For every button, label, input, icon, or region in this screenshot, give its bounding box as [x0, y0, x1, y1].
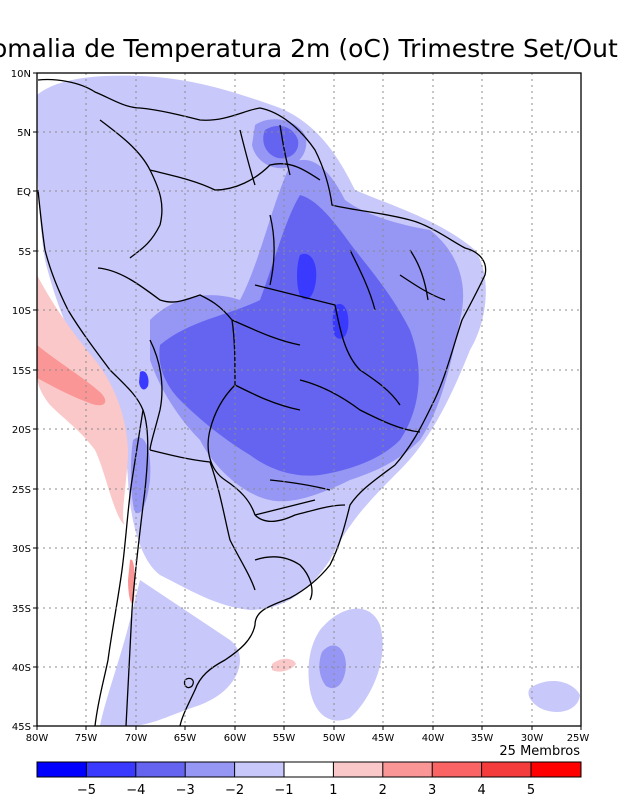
lon-label-35w: 35W	[471, 733, 494, 744]
colorbar-swatch-10	[481, 762, 531, 777]
south-america-west-coast	[37, 189, 144, 726]
colorbar-label-3: −3	[176, 783, 195, 798]
anomaly-region-plus1-south	[272, 658, 296, 672]
falkland-coast	[183, 677, 194, 689]
border-uruguay	[254, 556, 313, 601]
colorbar-swatch-8	[382, 762, 433, 777]
anomaly-region-minus4	[297, 253, 317, 300]
anomaly-region-minus1-east	[528, 680, 580, 712]
lon-label-70w: 70W	[125, 733, 148, 744]
colorbar-label-5: −1	[274, 783, 293, 798]
colorbar-swatch-6	[284, 762, 334, 777]
lon-label-75w: 75W	[75, 733, 98, 744]
colorbar-swatch-2	[86, 762, 136, 777]
lat-label-eq: EQ	[17, 187, 31, 198]
border-brazil-south	[254, 504, 346, 523]
longitude-labels: 80W 75W 70W 65W 60W 55W 50W 45W 40W 35W …	[26, 733, 590, 744]
border-colombia-venezuela	[99, 119, 163, 259]
colorbar-label-6: 1	[329, 783, 337, 798]
lat-label-45s: 45S	[12, 722, 31, 733]
colorbar-swatch-7	[333, 762, 383, 777]
colorbar-swatch-11	[531, 762, 581, 777]
map-frame	[36, 72, 582, 727]
anomaly-region-minus4-c	[139, 371, 149, 390]
colorbar-swatch-3	[135, 762, 186, 777]
colorbar-swatch-1	[37, 762, 87, 777]
lon-label-80w: 80W	[26, 733, 49, 744]
colorbar-label-4: −2	[225, 783, 244, 798]
lon-label-45w: 45W	[372, 733, 395, 744]
lat-label-5n: 5N	[17, 128, 31, 139]
lat-label-5s: 5S	[18, 247, 31, 258]
border-brazil-states-3	[269, 214, 376, 311]
lon-label-55w: 55W	[273, 733, 296, 744]
border-brazil-states-4	[399, 249, 446, 301]
colorbar-label-7: 2	[379, 783, 387, 798]
tick-marks	[33, 72, 582, 730]
lon-label-25w: 25W	[567, 733, 590, 744]
anomaly-shading	[37, 75, 580, 726]
lon-label-50w: 50W	[323, 733, 346, 744]
lon-label-40w: 40W	[422, 733, 445, 744]
gridlines	[37, 73, 581, 726]
colorbar-swatch-4	[185, 762, 235, 777]
border-brazil-west	[97, 267, 256, 516]
border-brazil-states-5	[231, 319, 301, 411]
members-label: 25 Membros	[499, 744, 580, 759]
lon-label-65w: 65W	[174, 733, 197, 744]
lat-label-10n: 10N	[11, 69, 31, 80]
lon-label-30w: 30W	[521, 733, 544, 744]
border-brazil-states-2	[299, 379, 421, 433]
colorbar-label-2: −4	[126, 783, 145, 798]
colorbar-swatch-5	[234, 762, 284, 777]
colorbar-swatch-9	[432, 762, 482, 777]
south-america-coastline	[37, 78, 487, 726]
lat-label-30s: 30S	[12, 544, 31, 555]
lon-label-60w: 60W	[224, 733, 247, 744]
anomaly-region-minus1-south	[100, 580, 240, 726]
border-argentina	[149, 449, 256, 591]
border-brazil-north	[149, 163, 321, 191]
colorbar-label-8: 3	[428, 783, 436, 798]
colorbar-label-10: 5	[527, 783, 535, 798]
border-peru-bolivia	[149, 339, 163, 451]
colorbar: −5 −4 −3 −2 −1 1 2 3 4 5	[36, 761, 582, 798]
coastlines	[37, 78, 487, 726]
border-brazil-states-1	[254, 284, 401, 406]
anomaly-region-plus2	[37, 345, 106, 406]
lat-label-10s: 10S	[12, 306, 31, 317]
border-brazil-states-6	[254, 479, 331, 516]
anomaly-region-minus3-north	[263, 125, 299, 159]
map-title: omalia de Temperatura 2m (oC) Trimestre …	[0, 34, 618, 63]
latitude-labels: 10N 5N EQ 5S 10S 15S 20S 25S 30S 35S 40S…	[11, 69, 31, 733]
colorbar-label-1: −5	[77, 783, 96, 798]
border-guianas	[239, 124, 291, 186]
lat-label-25s: 25S	[12, 485, 31, 496]
lat-label-15s: 15S	[12, 366, 31, 377]
lat-label-40s: 40S	[12, 663, 31, 674]
border-chile	[125, 409, 149, 726]
lat-label-35s: 35S	[12, 604, 31, 615]
colorbar-label-9: 4	[477, 783, 485, 798]
colorbar-frame	[36, 761, 582, 778]
lat-label-20s: 20S	[12, 425, 31, 436]
